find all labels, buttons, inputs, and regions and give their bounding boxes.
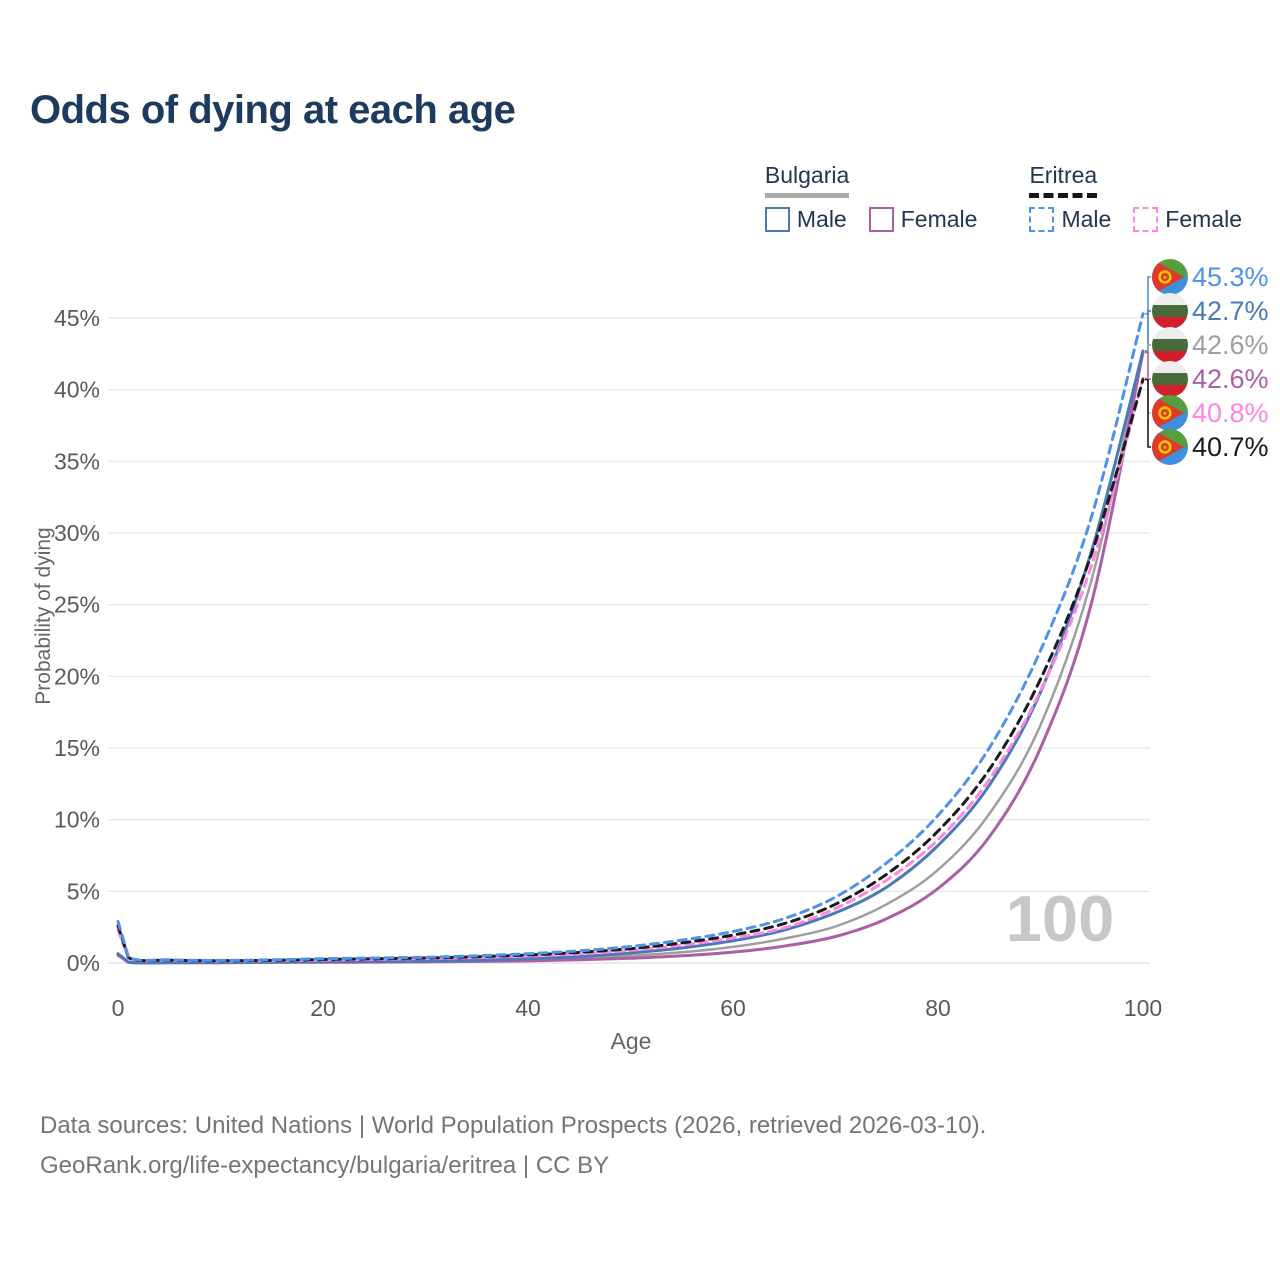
- legend: Bulgaria Male Female Eritrea Male: [764, 162, 1242, 233]
- end-value-label-bulgaria_female: 42.6%: [1192, 364, 1269, 394]
- footer-source-url: GeoRank.org/life-expectancy/bulgaria/eri…: [40, 1152, 610, 1179]
- end-value-label-bulgaria_all: 42.6%: [1192, 330, 1269, 360]
- y-tick-label: 25%: [54, 592, 100, 618]
- legend-item-bulgaria-male[interactable]: Male: [764, 206, 847, 233]
- age-watermark: 100: [1006, 882, 1114, 955]
- flag-icon-eritrea: [1152, 429, 1188, 465]
- series-line-bulgaria_female: [116, 350, 1145, 965]
- page-title: Odds of dying at each age: [30, 88, 516, 132]
- end-label-leader-line: [1145, 378, 1151, 448]
- flag-icon-bulgaria: [1152, 361, 1188, 397]
- flag-icon-eritrea: [1152, 259, 1188, 295]
- line-swatch-icon: [1133, 207, 1159, 232]
- end-label-leader-line: [1145, 310, 1151, 352]
- flag-icon-bulgaria: [1152, 293, 1188, 329]
- x-tick-label: 40: [515, 995, 541, 1021]
- legend-item-label: Female: [900, 206, 978, 232]
- legend-item-bulgaria-female[interactable]: Female: [868, 206, 978, 233]
- legend-item-label: Male: [1061, 206, 1112, 232]
- y-tick-label: 30%: [54, 520, 100, 546]
- footer: Data sources: United Nations | World Pop…: [40, 1106, 986, 1186]
- series-line-eritrea_all: [116, 378, 1145, 963]
- x-tick-label: 0: [112, 995, 125, 1021]
- line-swatch-icon: [1029, 207, 1055, 232]
- legend-header-bulgaria[interactable]: Bulgaria: [764, 162, 850, 198]
- series-line-eritrea_female: [116, 376, 1145, 963]
- y-tick-label: 10%: [54, 807, 100, 833]
- y-tick-label: 5%: [67, 878, 100, 904]
- y-tick-label: 15%: [54, 735, 100, 761]
- series-line-bulgaria_all: [116, 351, 1145, 965]
- series-line-eritrea_male: [116, 312, 1145, 962]
- end-value-label-eritrea_all: 40.7%: [1192, 432, 1269, 462]
- x-tick-label: 100: [1124, 995, 1162, 1021]
- end-value-label-bulgaria_male: 42.7%: [1192, 296, 1269, 326]
- legend-header-eritrea[interactable]: Eritrea: [1029, 162, 1098, 198]
- legend-item-eritrea-male[interactable]: Male: [1029, 206, 1111, 233]
- legend-item-label: Male: [796, 206, 847, 232]
- end-value-label-eritrea_male: 45.3%: [1192, 262, 1269, 292]
- y-tick-label: 0%: [67, 950, 100, 976]
- legend-group-eritrea: Eritrea Male Female: [1029, 162, 1242, 233]
- end-label-leader-line: [1145, 276, 1151, 315]
- line-swatch-icon: [868, 207, 894, 232]
- flag-icon-eritrea: [1152, 395, 1188, 431]
- end-value-label-eritrea_female: 40.8%: [1192, 398, 1269, 428]
- x-axis-title: Age: [610, 1028, 652, 1054]
- legend-item-label: Female: [1165, 206, 1242, 232]
- y-tick-label: 45%: [54, 305, 100, 331]
- y-tick-label: 40%: [54, 377, 100, 403]
- flag-icon-bulgaria: [1152, 327, 1188, 363]
- legend-item-eritrea-female[interactable]: Female: [1133, 206, 1242, 233]
- y-axis-title: Probability of dying: [32, 527, 55, 705]
- series-line-bulgaria_male: [116, 349, 1145, 965]
- line-swatch-icon: [764, 207, 790, 232]
- footer-data-sources: Data sources: United Nations | World Pop…: [40, 1112, 987, 1139]
- x-tick-label: 20: [310, 995, 336, 1021]
- end-label-leader-line: [1145, 351, 1151, 380]
- x-tick-label: 80: [925, 995, 951, 1021]
- y-tick-label: 35%: [54, 448, 100, 474]
- y-tick-label: 20%: [54, 663, 100, 689]
- legend-group-bulgaria: Bulgaria Male Female: [764, 162, 978, 233]
- x-tick-label: 60: [720, 995, 746, 1021]
